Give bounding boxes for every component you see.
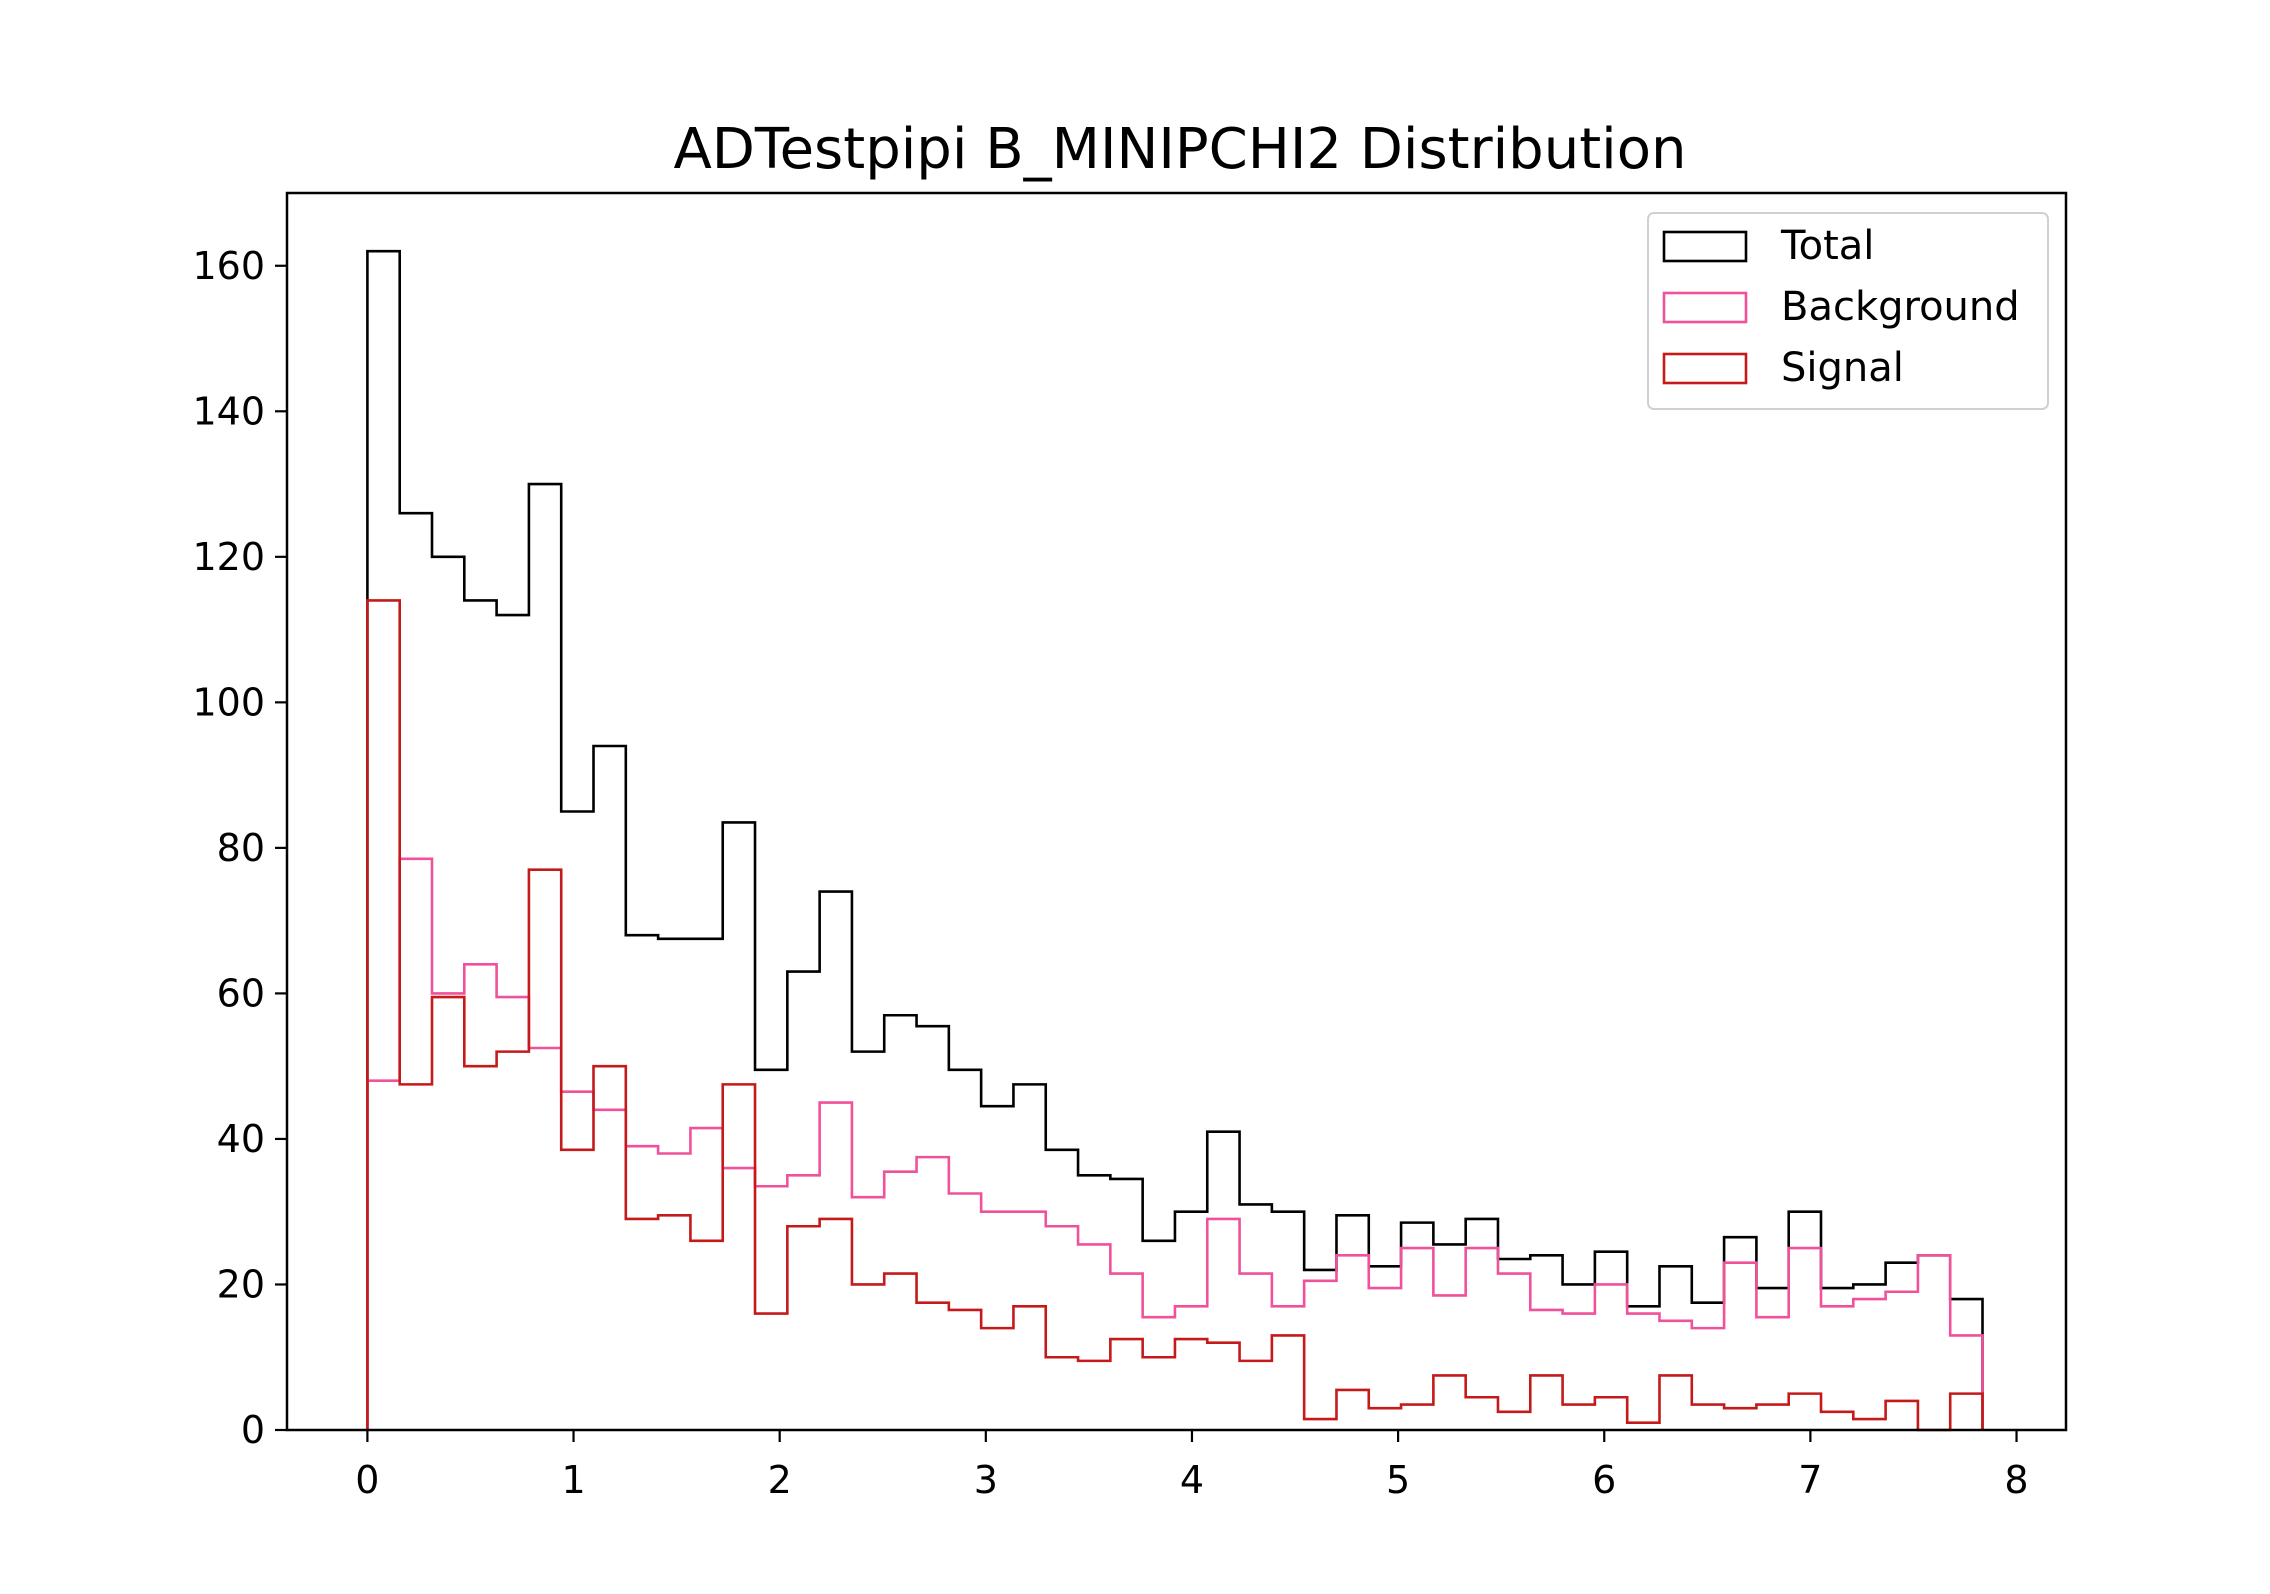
legend-swatch-signal [1662, 352, 1748, 385]
legend-label-total: Total [1780, 223, 1874, 269]
y-tick-label: 100 [192, 680, 265, 724]
y-tick-label: 140 [192, 389, 265, 433]
legend-label-background: Background [1781, 284, 2020, 330]
x-tick-label: 8 [2004, 1458, 2028, 1502]
y-tick-label: 120 [192, 535, 265, 579]
legend-swatch-background [1662, 291, 1748, 324]
plot-frame [285, 191, 2068, 1432]
x-tick-label: 2 [768, 1458, 792, 1502]
y-tick-label: 160 [192, 244, 265, 288]
legend-label-signal: Signal [1781, 345, 1904, 391]
x-tick-label: 1 [561, 1458, 585, 1502]
x-tick-label: 4 [1180, 1458, 1204, 1502]
x-tick-label: 6 [1592, 1458, 1616, 1502]
legend-box [1647, 212, 2049, 410]
y-tick-label: 80 [217, 826, 265, 870]
legend-swatch-total [1662, 230, 1748, 263]
x-tick-label: 0 [355, 1458, 379, 1502]
series-signal [366, 599, 1984, 1432]
y-tick-label: 40 [217, 1117, 265, 1161]
series-line-signal [366, 599, 1984, 1432]
x-tick-label: 3 [974, 1458, 998, 1502]
legend: Total Background Signal [1647, 212, 2049, 410]
y-tick-label: 60 [217, 971, 265, 1015]
x-tick-label: 5 [1386, 1458, 1410, 1502]
x-tick-label: 7 [1798, 1458, 1822, 1502]
chart-title: ADTestpipi B_MINIPCHI2 Distribution [673, 117, 1686, 182]
y-tick-label: 0 [241, 1408, 265, 1452]
y-tick-label: 20 [217, 1262, 265, 1306]
